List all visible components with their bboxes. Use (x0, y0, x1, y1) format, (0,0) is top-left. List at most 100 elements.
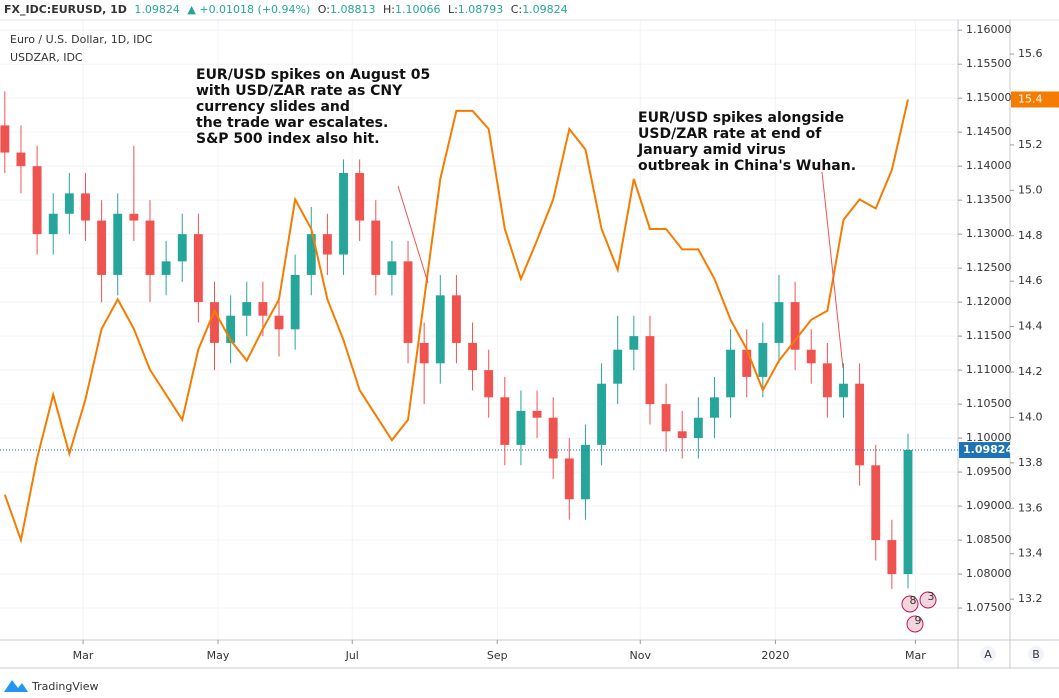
candle-body (581, 444, 590, 500)
last-price-label: 1.09824 (963, 443, 1013, 456)
ohlc-value: 1.10066 (395, 3, 441, 16)
ohlc-label: H: (383, 3, 395, 16)
candle-body (597, 383, 607, 445)
ohlc-value: 1.08793 (458, 3, 504, 16)
candle-body (226, 315, 236, 343)
candle-body (613, 349, 623, 384)
x-tick-label: Mar (905, 649, 926, 662)
y-tick-label: 1.10000 (966, 431, 1012, 444)
line-series (3, 99, 909, 544)
y-tick-label: 1.09000 (966, 499, 1012, 512)
y-tick-label: 1.12500 (966, 261, 1012, 274)
logo-icon (4, 680, 28, 692)
y-tick-label: 1.08500 (966, 533, 1012, 546)
button[interactable] (980, 646, 996, 662)
candle-body (177, 234, 187, 262)
candle-body (451, 295, 461, 343)
y2-tick-label: 14.2 (1018, 365, 1043, 378)
annotation: EUR/USD spikes on August 05 (196, 67, 430, 83)
candle-body (97, 220, 107, 275)
candle-body (129, 213, 139, 221)
candle-body (81, 193, 90, 221)
y2-tick-label: 14.6 (1018, 274, 1043, 287)
candle-body (806, 349, 816, 364)
candle-body (726, 349, 736, 398)
candle-body (435, 295, 445, 364)
x-tick-label: Nov (630, 649, 652, 662)
candle-body (242, 302, 252, 316)
candle-body (258, 302, 268, 316)
button-label[interactable]: A (984, 648, 992, 661)
x-tick-label: May (207, 649, 230, 662)
y2-tick-label: 13.4 (1018, 547, 1043, 560)
candle-body (839, 383, 848, 398)
y2-tick-label: 15.6 (1018, 47, 1043, 60)
candle-body (742, 349, 752, 377)
button[interactable] (1028, 646, 1044, 662)
candle-body (693, 417, 703, 439)
candle-body (516, 410, 526, 445)
candle-body (548, 417, 558, 459)
annotation: currency slides and (196, 99, 350, 115)
last-price-badge (959, 442, 1010, 459)
candle-body (822, 363, 832, 398)
change: ▲ +0.01018 (+0.94%) (187, 3, 310, 16)
last-value-badge (1011, 91, 1059, 108)
candle-body (113, 213, 123, 275)
event-count: 3 (928, 590, 935, 603)
candle-body (16, 152, 26, 167)
marks (0, 91, 958, 590)
y2-tick-label: 13.8 (1018, 456, 1043, 469)
candle-body (0, 125, 10, 153)
candle-body (887, 540, 897, 575)
y-tick-label: 1.15000 (966, 91, 1012, 104)
y-tick-label: 1.14000 (966, 159, 1012, 172)
candle-body (32, 166, 42, 235)
annotation: the trade war escalates. (196, 115, 388, 131)
y-tick-label: 1.09500 (966, 465, 1012, 478)
annotation-arrow (821, 171, 844, 369)
candle-body (193, 234, 203, 303)
y-tick-label: 1.14500 (966, 125, 1012, 138)
button-label[interactable]: B (1032, 648, 1040, 661)
candle-body (419, 342, 429, 364)
candle-body (661, 404, 671, 432)
legend-entry: USDZAR, IDC (10, 51, 83, 64)
candle-body (774, 302, 784, 343)
annotation: S&P 500 index also hit. (196, 131, 380, 147)
legend-entry: Euro / U.S. Dollar, 1D, IDC (10, 33, 153, 46)
candle-body (371, 220, 381, 275)
candle-body (484, 370, 494, 398)
candle-body (645, 336, 655, 405)
last-value-label: 15.4 (1018, 92, 1043, 105)
candle-body (290, 274, 300, 330)
candle-body (790, 302, 800, 350)
y2-tick-label: 15.2 (1018, 138, 1043, 151)
header: FX_IDC:EURUSD, 1D 1.09824 ▲ +0.01018 (+0… (4, 3, 568, 16)
candle-body (871, 465, 881, 541)
event-icon (906, 615, 924, 633)
y-tick-label: 1.08000 (966, 567, 1012, 580)
candle-body (629, 336, 639, 350)
y2-tick-label: 14.8 (1018, 229, 1043, 242)
annotation: USD/ZAR rate at end of (638, 126, 822, 142)
y2-tick-label: 15.0 (1018, 183, 1043, 196)
candle-body (210, 302, 219, 343)
candle-body (64, 193, 74, 214)
candle-body (564, 458, 574, 500)
candle-body (322, 234, 332, 255)
y-tick-label: 1.07500 (966, 601, 1012, 614)
x-tick-label: Mar (73, 649, 94, 662)
candle-body (903, 450, 913, 575)
candle-body (355, 172, 365, 221)
candle-body (306, 234, 316, 275)
y2-tick-label: 13.6 (1018, 501, 1043, 514)
annotation: with USD/ZAR rate as CNY (196, 83, 403, 99)
candle-body (48, 213, 58, 235)
x-tick-label: Sep (487, 649, 508, 662)
candle-body (500, 397, 510, 445)
y-tick-label: 1.11000 (966, 363, 1012, 376)
x-tick-label: 2020 (761, 649, 789, 662)
